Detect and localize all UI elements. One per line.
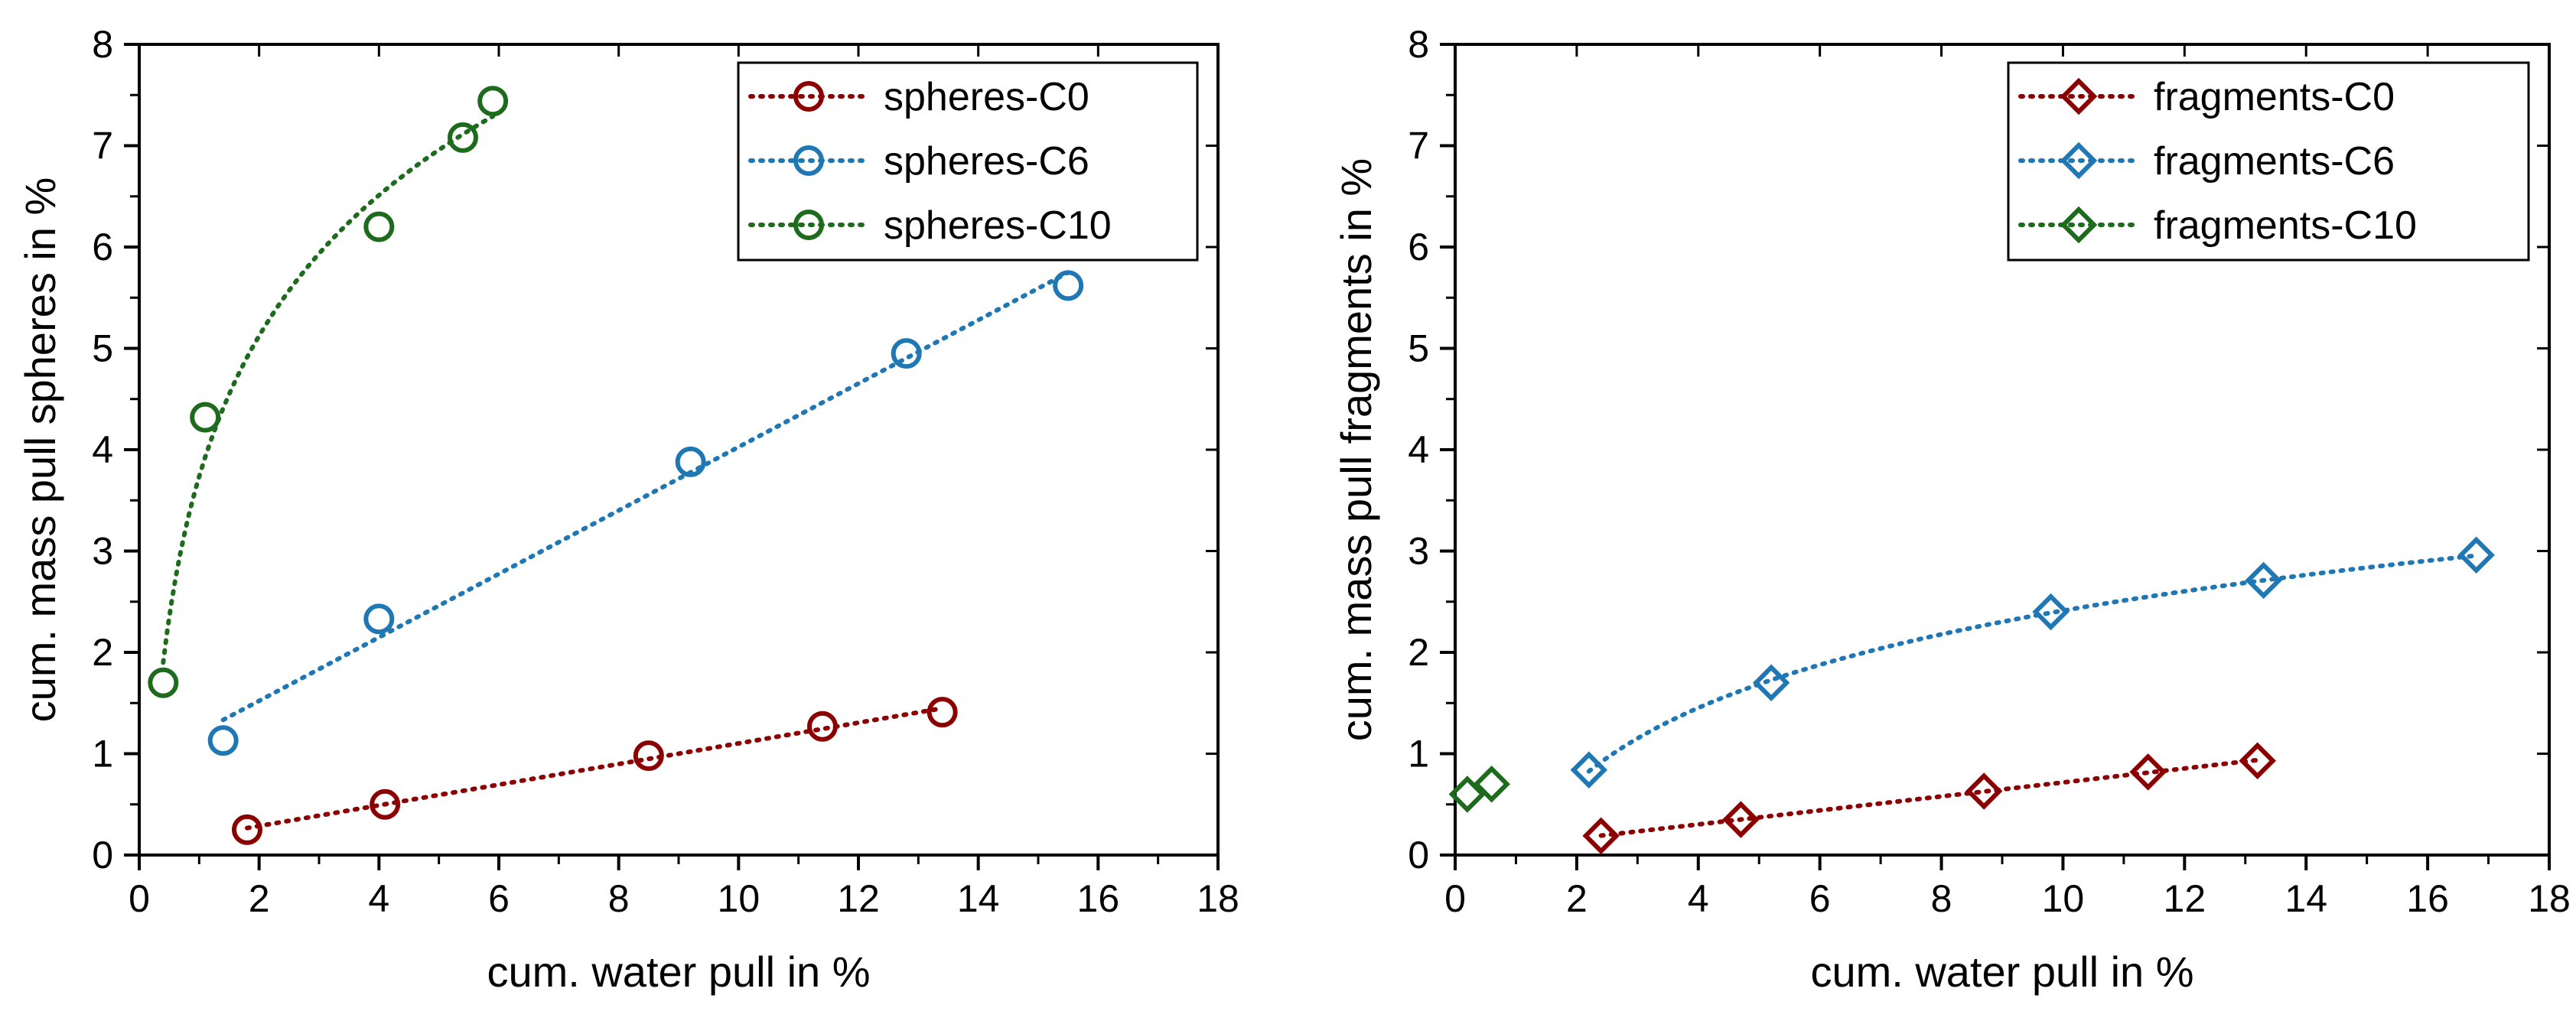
data-point	[1752, 664, 1790, 701]
data-point	[2239, 742, 2276, 780]
y-tick-label: 0	[92, 834, 113, 876]
fit-line	[220, 270, 1071, 723]
data-point	[1965, 772, 2003, 810]
data-point	[232, 814, 262, 845]
data-point	[477, 86, 509, 117]
x-axis-title: cum. water pull in %	[1810, 948, 2193, 996]
data-point	[1053, 270, 1084, 301]
legend-marker	[2060, 206, 2098, 244]
data-point	[2457, 536, 2495, 574]
y-tick-label: 2	[92, 631, 113, 674]
data-point	[2245, 561, 2282, 600]
legend-marker	[2060, 141, 2098, 180]
fit-curve	[1586, 553, 2479, 774]
y-tick-label: 2	[1408, 631, 1429, 674]
y-axis-title: cum. mass pull spheres in %	[16, 177, 64, 723]
data-point	[1582, 817, 1620, 855]
y-tick-label: 5	[1408, 327, 1429, 370]
data-point	[190, 402, 221, 433]
legend-box	[737, 61, 1199, 262]
y-tick-label: 5	[92, 327, 113, 370]
x-axis-title: cum. water pull in %	[487, 948, 870, 996]
x-tick-label: 14	[2285, 877, 2327, 920]
legend-label: fragments-C0	[2154, 75, 2395, 119]
legend-label: spheres-C6	[884, 139, 1089, 184]
y-tick-label: 6	[92, 226, 113, 268]
y-tick-label: 4	[1408, 428, 1429, 471]
data-point	[1570, 751, 1608, 789]
y-tick-label: 3	[92, 530, 113, 573]
x-tick-label: 8	[1931, 877, 1952, 920]
data-point	[148, 667, 179, 698]
data-point	[207, 725, 239, 756]
series-fragments-C6	[1570, 536, 2495, 789]
x-tick-label: 8	[608, 877, 630, 920]
data-point	[363, 211, 395, 242]
legend-marker	[793, 210, 824, 240]
y-tick-label: 8	[1408, 23, 1429, 66]
data-point	[1473, 766, 1510, 803]
legend-label: fragments-C10	[2154, 203, 2417, 248]
y-tick-label: 7	[92, 125, 113, 167]
fit-curve	[161, 114, 496, 665]
y-tick-label: 6	[1408, 226, 1429, 268]
x-tick-label: 10	[2042, 877, 2085, 920]
data-point	[807, 710, 838, 742]
y-tick-label: 7	[1408, 125, 1429, 167]
fit-line	[245, 706, 945, 831]
fit-line	[1598, 757, 2260, 838]
legend: fragments-C0 fragments-C6 fragments-C10	[2007, 61, 2530, 262]
data-point	[675, 446, 706, 477]
x-tick-label: 6	[488, 877, 510, 920]
data-point	[2129, 753, 2167, 791]
x-tick-label: 4	[1688, 877, 1709, 920]
legend: spheres-C0 spheres-C6 spheres-C10	[737, 61, 1199, 262]
legend-label: spheres-C0	[884, 75, 1089, 119]
data-point	[448, 122, 478, 153]
legend-marker	[793, 81, 824, 112]
y-tick-label: 4	[92, 428, 113, 471]
x-tick-label: 2	[1566, 877, 1588, 920]
series-spheres-C0	[232, 697, 958, 845]
data-point	[1722, 801, 1760, 838]
x-tick-label: 16	[2406, 877, 2449, 920]
series-fragments-C10	[1448, 766, 1510, 813]
y-tick-label: 8	[92, 23, 113, 66]
x-tick-label: 16	[1077, 877, 1120, 920]
x-tick-label: 14	[957, 877, 1000, 920]
data-point	[891, 338, 922, 369]
y-tick-label: 1	[92, 733, 113, 776]
x-tick-label: 0	[129, 877, 150, 920]
data-point	[370, 789, 401, 820]
data-point	[363, 603, 395, 635]
y-tick-label: 1	[1408, 733, 1429, 776]
data-point	[633, 740, 664, 772]
x-tick-label: 12	[837, 877, 880, 920]
series-fragments-C0	[1582, 742, 2276, 855]
legend-label: spheres-C10	[884, 203, 1112, 248]
series-spheres-C10	[148, 86, 509, 698]
legend-marker	[2060, 77, 2098, 115]
x-tick-label: 0	[1444, 877, 1466, 920]
x-tick-label: 10	[718, 877, 760, 920]
data-point	[927, 697, 958, 728]
y-tick-label: 0	[1408, 834, 1429, 876]
legend-marker	[793, 145, 824, 176]
x-tick-label: 18	[1197, 877, 1239, 920]
legend-label: fragments-C6	[2154, 139, 2395, 184]
y-axis-title: cum. mass pull fragments in %	[1332, 158, 1380, 741]
x-tick-label: 4	[368, 877, 389, 920]
x-tick-label: 12	[2164, 877, 2206, 920]
x-tick-label: 6	[1809, 877, 1831, 920]
data-point	[2032, 593, 2070, 631]
x-tick-label: 2	[249, 877, 270, 920]
series-spheres-C6	[207, 270, 1084, 756]
y-tick-label: 3	[1408, 530, 1429, 573]
data-point	[1448, 776, 1487, 813]
x-tick-label: 18	[2528, 877, 2571, 920]
